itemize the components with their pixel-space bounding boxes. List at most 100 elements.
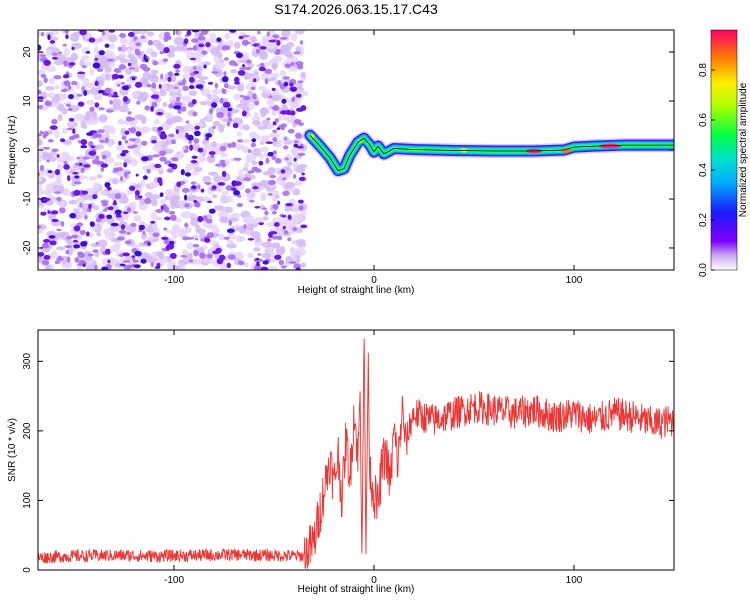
noise-blob [185,120,190,124]
noise-blob [289,82,294,87]
noise-blob [81,64,87,69]
noise-blob [218,233,226,241]
noise-blob [254,206,261,209]
noise-blob [134,250,142,257]
noise-blob [240,139,250,144]
noise-blob [300,210,307,216]
noise-blob [165,244,171,251]
noise-blob [188,140,192,144]
noise-blob [293,157,297,162]
noise-blob [280,169,286,174]
noise-blob [227,107,233,112]
noise-blob [283,230,289,235]
noise-blob [156,251,164,257]
noise-blob [47,34,51,41]
noise-blob [133,211,138,214]
noise-blob [139,252,149,261]
noise-blob [60,151,69,157]
noise-blob [80,139,88,146]
noise-blob [191,30,200,33]
noise-blob [173,63,181,69]
noise-blob [260,135,268,144]
noise-blob [104,182,111,188]
noise-blob [144,105,150,111]
noise-blob [94,252,100,258]
noise-blob [236,202,244,207]
noise-blob [54,84,60,90]
noise-blob [112,167,120,173]
noise-blob [271,235,279,240]
noise-blob [117,83,121,87]
noise-blob [262,89,272,94]
noise-blob [282,214,287,218]
noise-blob [159,156,167,162]
noise-blob [271,109,277,117]
noise-blob [247,252,254,258]
noise-blob [102,93,109,96]
noise-blob [213,205,225,211]
noise-blob [151,82,157,89]
noise-blob [180,254,188,258]
noise-blob [261,241,273,248]
noise-blob [272,150,277,155]
noise-blob [51,218,59,223]
noise-blob [96,80,104,88]
noise-blob [89,106,95,112]
noise-blob [255,257,260,261]
noise-blob [202,215,208,221]
noise-blob [276,48,281,53]
noise-blob [292,173,297,179]
noise-blob [96,174,103,179]
noise-blob [221,170,227,178]
noise-blob [116,143,125,152]
noise-blob [181,43,188,52]
noise-blob [140,91,149,101]
noise-blob [152,232,160,238]
noise-blob [85,263,96,270]
x-tick-label: -100 [164,275,184,286]
noise-blob [155,140,164,146]
noise-blob [268,95,273,99]
noise-blob [223,57,229,61]
noise-blob [49,40,56,44]
noise-blob [51,52,59,56]
noise-blob [264,210,269,216]
noise-blob [182,65,191,74]
noise-blob [164,112,174,119]
noise-blob [225,195,234,203]
noise-blob [152,143,162,153]
noise-blob [98,214,105,220]
noise-blob [211,102,218,108]
noise-blob [41,260,50,266]
noise-blob [164,195,170,201]
noise-blob [227,111,232,118]
noise-blob [104,43,110,48]
noise-blob [226,243,237,249]
noise-blob [105,137,109,144]
noise-blob [94,264,98,270]
noise-blob [203,237,211,243]
noise-blob [194,166,203,172]
noise-blob [205,218,213,224]
x-tick-label: -100 [164,575,184,586]
noise-blob [221,88,225,94]
noise-blob [59,138,66,143]
noise-blob [269,132,280,139]
noise-blob [51,119,58,125]
noise-blob [295,93,302,98]
noise-blob [106,214,113,220]
noise-blob [150,69,159,75]
noise-blob [53,191,61,194]
noise-blob [118,230,127,234]
noise-blob [186,47,194,51]
noise-blob [98,50,105,56]
noise-blob [58,51,62,55]
noise-blob [276,39,281,46]
noise-blob [42,151,50,158]
colorbar-tick-label: 0.8 [698,63,709,77]
noise-blob [275,139,283,148]
noise-blob [199,252,206,259]
noise-blob [234,81,240,85]
noise-blob [232,122,239,129]
